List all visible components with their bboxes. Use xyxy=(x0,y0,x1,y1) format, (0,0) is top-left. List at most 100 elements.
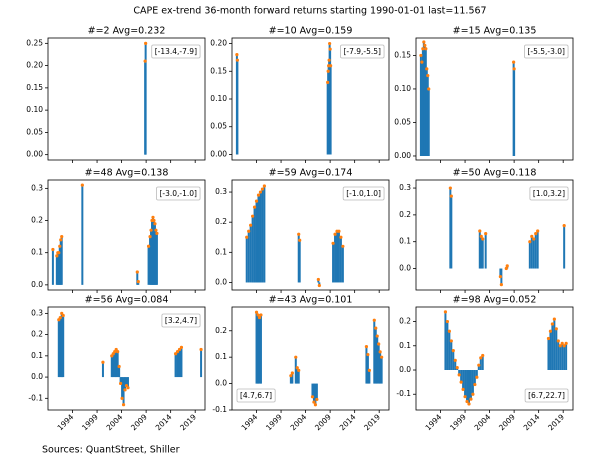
marker xyxy=(471,392,475,396)
y-tick-label: 0.1 xyxy=(215,247,227,256)
marker xyxy=(55,254,59,258)
marker xyxy=(60,235,64,239)
y-tick-label: 0.1 xyxy=(31,351,43,360)
annotation: [-7.9,-5.5] xyxy=(340,44,385,59)
marker xyxy=(380,355,384,359)
marker xyxy=(558,344,562,348)
marker xyxy=(327,58,331,62)
y-tick-label: 0.2 xyxy=(31,330,43,339)
marker xyxy=(315,397,319,402)
marker xyxy=(333,232,337,236)
annotation: [-3.0,-1.0] xyxy=(156,186,201,201)
marker xyxy=(298,238,302,242)
marker xyxy=(295,366,299,370)
annotation-text: [-5.5,-3.0] xyxy=(527,47,565,56)
subplot-title: #=56 Avg=0.084 xyxy=(85,295,169,306)
annotation-text: [-1.0,1.0] xyxy=(346,189,381,198)
marker xyxy=(564,341,568,345)
y-tick-label: 0.00 xyxy=(26,150,43,159)
y-tick-label: 0.3 xyxy=(31,308,43,317)
marker xyxy=(251,214,255,218)
y-tick-label: 0.0 xyxy=(31,280,43,289)
marker xyxy=(425,67,429,71)
y-tick-label: 0.1 xyxy=(31,248,43,257)
marker xyxy=(144,41,148,45)
marker xyxy=(256,313,260,317)
y-tick-label: 0.25 xyxy=(26,38,43,47)
annotation-text: [1.0,3.2] xyxy=(533,189,565,198)
subplot-title: #=2 Avg=0.232 xyxy=(88,26,166,37)
marker xyxy=(424,47,428,51)
annotation-box xyxy=(529,186,569,201)
marker xyxy=(455,365,459,370)
y-tick-label: 0.05 xyxy=(210,122,227,131)
y-tick-label: 0.05 xyxy=(394,117,411,126)
marker xyxy=(484,232,488,236)
source: Sources: QuantStreet, Shiller xyxy=(42,445,180,456)
marker xyxy=(329,64,333,68)
marker xyxy=(259,313,263,317)
marker xyxy=(153,222,157,226)
marker xyxy=(552,317,556,321)
marker xyxy=(530,234,534,238)
marker xyxy=(457,373,461,377)
y-tick-label: 0.1 xyxy=(399,341,411,350)
annotation: [-13.4,-7.9] xyxy=(151,44,201,59)
annotation-text: [-3.0,-1.0] xyxy=(159,189,197,198)
marker xyxy=(498,274,502,279)
marker xyxy=(148,235,152,239)
y-tick-label: 0.00 xyxy=(210,149,227,158)
y-tick-label: 0.15 xyxy=(394,50,411,59)
axes-frame xyxy=(231,306,390,411)
marker xyxy=(117,364,121,369)
annotation-text: [-13.4,-7.9] xyxy=(155,47,197,56)
marker xyxy=(312,400,316,404)
annotation-box xyxy=(236,388,276,403)
annotation-box xyxy=(524,44,569,59)
marker xyxy=(423,43,427,47)
marker xyxy=(378,350,382,354)
marker xyxy=(478,229,482,233)
marker xyxy=(177,347,182,352)
annotation-box xyxy=(161,313,201,328)
y-tick-label: 0.0 xyxy=(399,365,411,374)
marker xyxy=(463,395,467,399)
marker xyxy=(331,241,335,245)
annotation-box xyxy=(151,44,201,59)
marker xyxy=(556,339,560,343)
annotation-text: [6.7,22.7] xyxy=(528,391,565,400)
marker xyxy=(328,41,332,46)
marker xyxy=(504,266,508,271)
axes-frame xyxy=(47,179,206,291)
marker xyxy=(61,313,65,318)
annotation: [-5.5,-3.0] xyxy=(524,44,569,59)
marker xyxy=(427,87,431,91)
marker xyxy=(313,403,318,407)
marker xyxy=(534,232,538,236)
marker xyxy=(449,339,453,343)
marker xyxy=(469,397,473,401)
axes-frame xyxy=(231,179,390,291)
marker xyxy=(256,193,261,197)
marker xyxy=(375,334,379,338)
marker xyxy=(258,190,263,194)
y-tick-label: 0.20 xyxy=(26,61,43,70)
marker xyxy=(59,238,63,242)
annotation: [1.0,3.2] xyxy=(529,186,569,201)
y-tick-label: 0.15 xyxy=(26,83,43,92)
marker xyxy=(562,344,566,348)
marker xyxy=(477,363,481,367)
marker xyxy=(536,229,540,233)
marker xyxy=(550,322,554,326)
marker xyxy=(562,224,566,228)
marker xyxy=(426,73,430,78)
marker xyxy=(235,58,239,62)
axes-frame xyxy=(415,179,574,291)
marker xyxy=(326,69,330,73)
marker xyxy=(451,349,455,353)
marker xyxy=(461,387,465,391)
subplot-title: #=10 Avg=0.159 xyxy=(269,26,353,37)
annotation: [4.7,6.7] xyxy=(236,388,276,403)
marker xyxy=(367,368,371,372)
subplot-title: #=48 Avg=0.138 xyxy=(85,168,169,179)
